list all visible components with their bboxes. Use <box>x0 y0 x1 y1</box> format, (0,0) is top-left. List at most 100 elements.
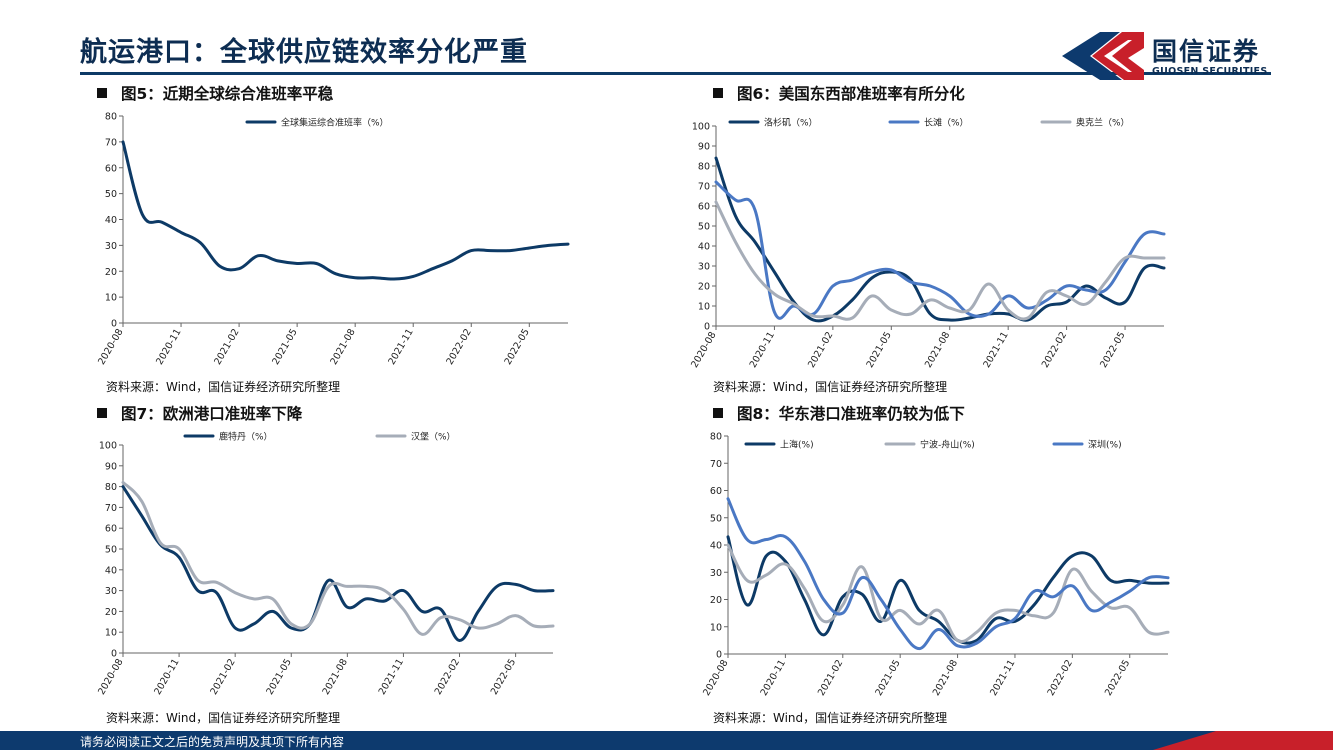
x-tick-label: 2021-11 <box>377 657 406 697</box>
x-tick-label: 2021-02 <box>208 657 237 697</box>
x-tick-label: 2021-02 <box>806 330 835 370</box>
y-tick-label: 80 <box>698 162 710 173</box>
y-tick-label: 20 <box>710 595 722 606</box>
x-tick-label: 2021-02 <box>212 327 241 367</box>
y-tick-label: 0 <box>716 650 722 661</box>
figure-8-source: 资料来源：Wind，国信证券经济研究所整理 <box>713 711 948 725</box>
y-tick-label: 90 <box>105 461 117 472</box>
y-tick-label: 10 <box>105 628 117 639</box>
y-tick-label: 40 <box>698 242 710 253</box>
logo-text-en: GUOSEN SECURITIES <box>1152 66 1268 77</box>
y-tick-label: 0 <box>111 649 117 660</box>
y-tick-label: 70 <box>710 459 722 470</box>
x-tick-label: 2022-02 <box>433 657 462 697</box>
legend-label: 洛杉矶（%） <box>764 117 818 129</box>
bullet-square-icon <box>97 408 107 418</box>
x-tick-label: 2022-05 <box>503 327 532 367</box>
series-line <box>714 180 1166 320</box>
y-tick-label: 60 <box>710 486 722 497</box>
legend-label: 宁波-舟山(%) <box>920 439 975 451</box>
x-tick-label: 2022-02 <box>1046 658 1075 698</box>
y-tick-label: 10 <box>698 302 710 313</box>
x-tick-label: 2021-08 <box>321 657 350 697</box>
chart-svg: 0 10 20 30 40 50 60 70 80 90 100 2020-08 2020-11 2021… <box>96 431 555 697</box>
y-tick-label: 30 <box>105 241 117 252</box>
page-title: 航运港口：全球供应链效率分化严重 <box>80 37 528 68</box>
series-line <box>714 156 1166 323</box>
y-tick-label: 90 <box>698 142 710 153</box>
y-tick-label: 40 <box>710 541 722 552</box>
chart-svg: 0 10 20 30 40 50 60 70 80 90 100 2020-08 2020-11 2021… <box>689 117 1166 370</box>
chart-europe-ports-on-time-rate: 0 10 20 30 40 50 60 70 80 90 100 2020-08 2020-11 2021… <box>85 428 575 703</box>
y-tick-label: 40 <box>105 565 117 576</box>
series-line <box>121 485 555 642</box>
x-tick-label: 2020-11 <box>759 658 788 698</box>
footer-disclaimer: 请务必阅读正文之后的免责声明及其项下所有内容 <box>80 735 345 749</box>
y-tick-label: 60 <box>698 202 710 213</box>
x-tick-label: 2020-08 <box>96 657 125 697</box>
logo-text-cn: 国信证券 <box>1152 37 1261 66</box>
x-tick-label: 2021-11 <box>981 330 1010 370</box>
x-tick-label: 2021-11 <box>386 327 415 367</box>
legend-label: 鹿特丹（%） <box>219 431 273 443</box>
x-tick-label: 2021-05 <box>873 658 902 698</box>
figure-5-source: 资料来源：Wind，国信证券经济研究所整理 <box>106 380 341 394</box>
x-tick-label: 2022-02 <box>444 327 473 367</box>
x-tick-label: 2022-05 <box>1098 330 1127 370</box>
y-tick-label: 30 <box>105 586 117 597</box>
legend-label: 深圳(%) <box>1088 440 1122 451</box>
series-line <box>121 480 555 636</box>
x-tick-label: 2021-05 <box>264 657 293 697</box>
x-tick-label: 2021-08 <box>923 330 952 370</box>
y-tick-label: 0 <box>111 319 117 330</box>
y-tick-label: 50 <box>698 222 710 233</box>
y-tick-label: 70 <box>105 503 117 514</box>
guosen-logo-icon <box>1062 32 1144 80</box>
chart-svg: 0 10 20 30 40 50 60 70 80 2020-08 2020-11 2021-02 20… <box>96 112 570 367</box>
y-tick-label: 40 <box>105 215 117 226</box>
x-tick-label: 2021-11 <box>988 658 1017 698</box>
figure-6-title: 图6：美国东西部准班率有所分化 <box>713 82 965 104</box>
chart-global-on-time-rate: 0 10 20 30 40 50 60 70 80 2020-08 2020-11 2021-02 20… <box>85 108 585 378</box>
y-tick-label: 30 <box>698 262 710 273</box>
y-tick-label: 20 <box>105 267 117 278</box>
y-tick-label: 20 <box>698 282 710 293</box>
y-tick-label: 0 <box>704 322 710 333</box>
y-tick-label: 10 <box>710 622 722 633</box>
y-tick-label: 100 <box>692 122 710 133</box>
x-tick-label: 2020-08 <box>701 658 730 698</box>
chart-east-china-ports-on-time-rate: 0 10 20 30 40 50 60 70 80 2020-08 2020-11 2021-02 20… <box>690 428 1180 703</box>
y-tick-label: 30 <box>710 568 722 579</box>
x-tick-label: 2021-02 <box>816 658 845 698</box>
x-tick-label: 2021-08 <box>931 658 960 698</box>
x-tick-label: 2020-11 <box>152 657 181 697</box>
x-tick-label: 2020-11 <box>748 330 777 370</box>
chart-us-ports-on-time-rate: 0 10 20 30 40 50 60 70 80 90 100 2020-08 2020-11 2021… <box>689 112 1180 377</box>
y-tick-label: 10 <box>105 293 117 304</box>
chart-svg: 0 10 20 30 40 50 60 70 80 2020-08 2020-11 2021-02 20… <box>701 432 1170 698</box>
y-tick-label: 70 <box>105 137 117 148</box>
y-tick-label: 50 <box>105 189 117 200</box>
y-tick-label: 60 <box>105 524 117 535</box>
figure-7-title-text: 图7：欧洲港口准班率下降 <box>121 405 303 423</box>
figure-6-title-text: 图6：美国东西部准班率有所分化 <box>737 85 965 103</box>
bullet-square-icon <box>713 408 723 418</box>
y-tick-label: 60 <box>105 163 117 174</box>
y-tick-label: 100 <box>99 441 117 452</box>
x-tick-label: 2022-05 <box>489 657 518 697</box>
y-tick-label: 80 <box>710 432 722 443</box>
bullet-square-icon <box>713 88 723 98</box>
legend-label: 上海(%) <box>780 439 814 451</box>
x-tick-label: 2020-08 <box>96 327 125 367</box>
title-rule <box>80 72 1271 75</box>
x-tick-label: 2022-05 <box>1103 658 1132 698</box>
y-tick-label: 80 <box>105 112 117 123</box>
x-tick-label: 2020-08 <box>689 330 718 370</box>
figure-6-source: 资料来源：Wind，国信证券经济研究所整理 <box>713 380 948 394</box>
x-tick-label: 2022-02 <box>1040 330 1069 370</box>
footer-bar <box>0 731 1333 750</box>
series-line <box>726 543 1170 643</box>
figure-8-title-text: 图8：华东港口准班率仍较为低下 <box>737 405 965 423</box>
series-line <box>726 497 1170 651</box>
figure-5-title-text: 图5：近期全球综合准班率平稳 <box>121 85 334 103</box>
